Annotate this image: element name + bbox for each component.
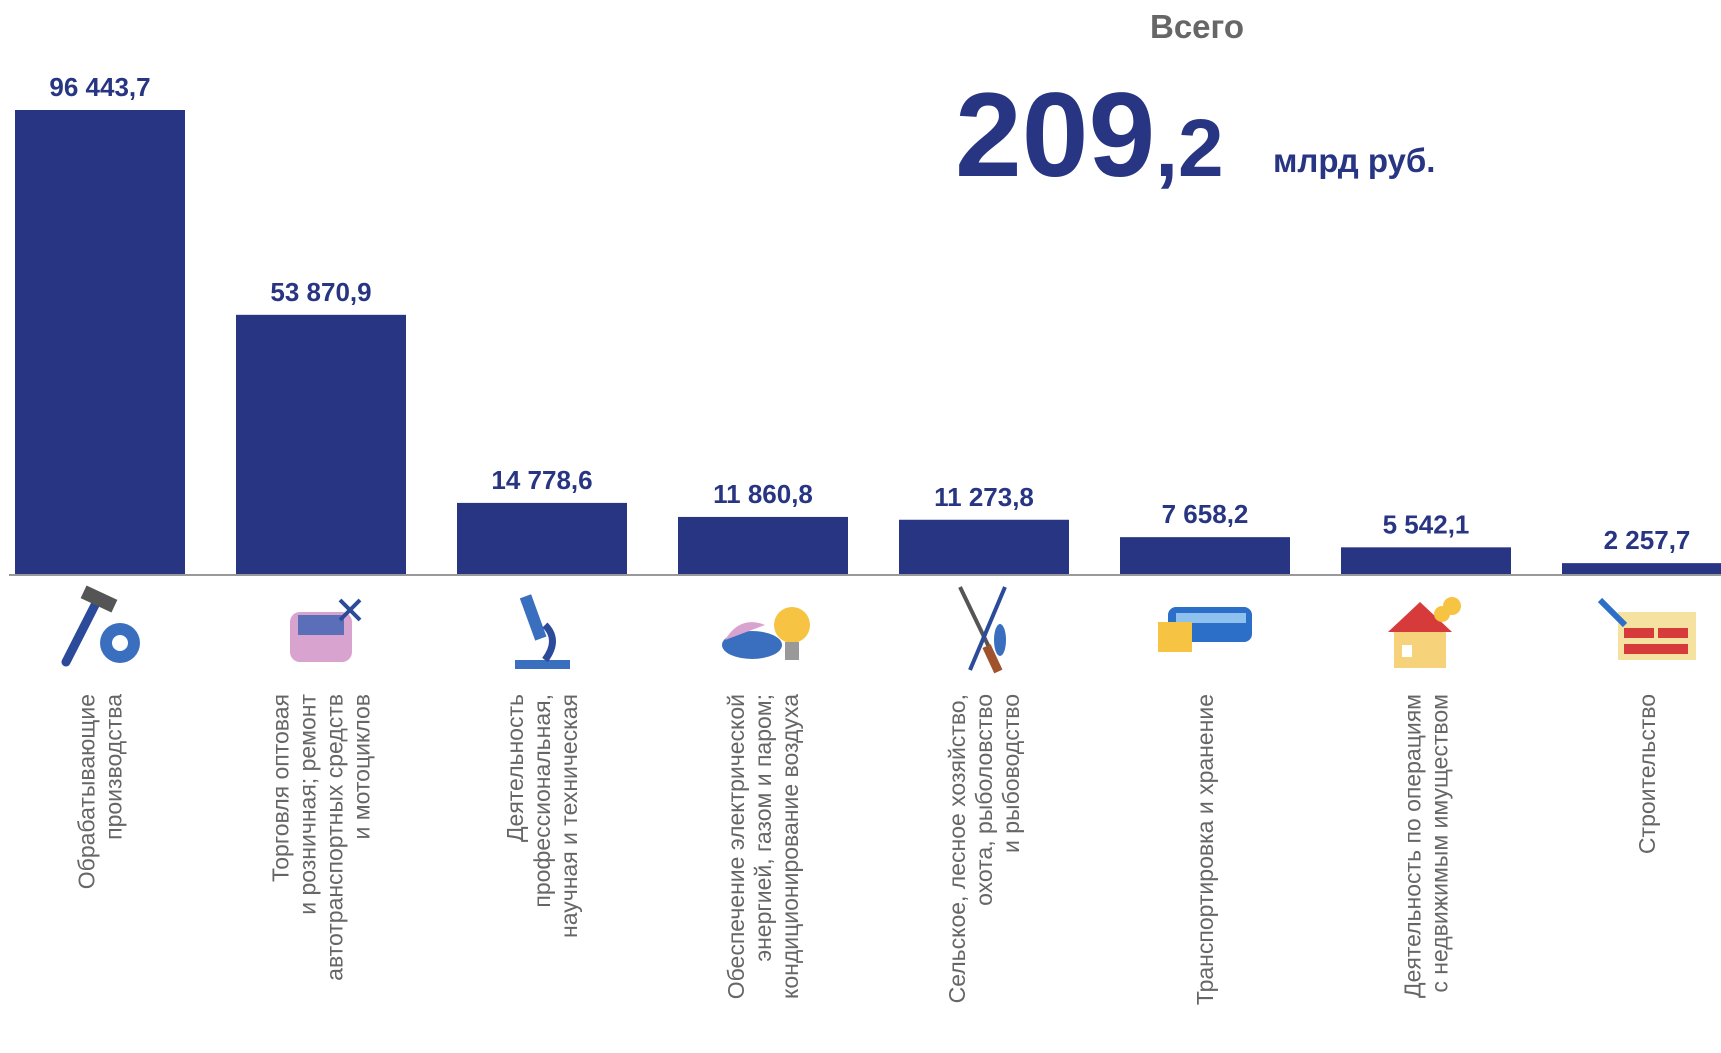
bar xyxy=(1341,547,1511,574)
value-label: 7 658,2 xyxy=(1162,499,1249,529)
category-label: Деятельность по операциям xyxy=(1400,694,1426,998)
category-label: энергией, газом и паром; xyxy=(750,694,776,962)
category-label: производства xyxy=(101,694,127,840)
category-label: научная и техническая xyxy=(556,694,582,938)
icon-agriculture xyxy=(958,586,1007,674)
category-label: Строительство xyxy=(1634,694,1660,854)
category-label: Обеспечение электрической xyxy=(723,694,749,999)
icon-trade xyxy=(290,598,362,662)
bar xyxy=(457,502,627,574)
bar xyxy=(236,314,406,574)
category-label: с недвижимым имуществом xyxy=(1427,694,1453,993)
category-label: и мотоциклов xyxy=(349,694,375,839)
icon-manufacturing xyxy=(61,585,140,667)
total-fraction: ,2 xyxy=(1155,103,1223,194)
total-integer: 209 xyxy=(955,68,1155,202)
total-unit: млрд руб. xyxy=(1273,142,1435,179)
category-label: Транспортировка и хранение xyxy=(1192,694,1218,1005)
bar xyxy=(678,516,848,574)
value-label: 11 273,8 xyxy=(934,482,1034,512)
bar xyxy=(1562,563,1721,574)
category-label: и рыбоводство xyxy=(998,694,1024,853)
category-label: Деятельность xyxy=(502,694,528,842)
category-label: автотранспортных средств xyxy=(322,694,348,981)
total-label: Всего xyxy=(1150,8,1244,45)
category-label: Обрабатывающие xyxy=(74,694,100,889)
bar xyxy=(15,110,185,574)
bar xyxy=(899,519,1069,574)
category-label: профессиональная, xyxy=(529,694,555,908)
value-label: 5 542,1 xyxy=(1383,509,1470,539)
category-label: охота, рыболовство xyxy=(971,694,997,906)
category-label: Торговля оптовая xyxy=(268,694,294,882)
icon-realestate xyxy=(1388,597,1461,668)
icon-construction xyxy=(1597,597,1696,660)
total-value: 209,2 xyxy=(955,68,1224,202)
category-label: и розничная; ремонт xyxy=(295,694,321,915)
icon-energy xyxy=(722,607,810,660)
icon-transport xyxy=(1158,607,1252,652)
value-label: 53 870,9 xyxy=(270,277,371,307)
value-label: 14 778,6 xyxy=(491,465,592,495)
value-label: 2 257,7 xyxy=(1604,525,1691,555)
value-label: 96 443,7 xyxy=(49,72,150,102)
icon-science xyxy=(515,594,570,669)
category-label: Сельское, лесное хозяйство, xyxy=(944,694,970,1003)
icons xyxy=(61,585,1696,674)
value-label: 11 860,8 xyxy=(713,479,813,509)
bar xyxy=(1120,537,1290,574)
category-label: кондиционирование воздуха xyxy=(777,694,803,999)
